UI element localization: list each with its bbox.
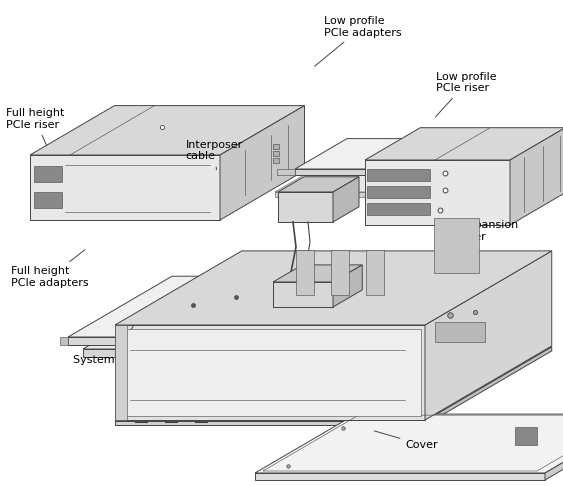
Polygon shape	[295, 139, 482, 169]
Polygon shape	[367, 186, 430, 198]
Polygon shape	[278, 192, 333, 222]
Polygon shape	[115, 421, 425, 425]
Polygon shape	[425, 251, 552, 420]
Polygon shape	[255, 414, 563, 473]
Polygon shape	[366, 250, 384, 295]
Polygon shape	[367, 169, 430, 181]
Polygon shape	[30, 155, 220, 220]
Polygon shape	[34, 166, 62, 182]
Polygon shape	[365, 160, 510, 225]
Polygon shape	[510, 128, 563, 225]
Polygon shape	[500, 281, 533, 350]
Polygon shape	[83, 349, 313, 357]
Polygon shape	[425, 347, 552, 425]
Text: I/O expansion
adapter: I/O expansion adapter	[442, 220, 518, 257]
Polygon shape	[278, 177, 359, 192]
Polygon shape	[295, 169, 430, 175]
Polygon shape	[313, 276, 417, 345]
Polygon shape	[83, 288, 417, 349]
Polygon shape	[68, 276, 417, 337]
Polygon shape	[275, 165, 445, 192]
Polygon shape	[430, 300, 500, 350]
Polygon shape	[434, 218, 479, 273]
Text: Interposer
cable: Interposer cable	[186, 140, 243, 170]
Polygon shape	[123, 329, 421, 416]
Polygon shape	[367, 203, 430, 215]
Polygon shape	[313, 288, 417, 357]
Polygon shape	[277, 169, 295, 175]
Polygon shape	[296, 250, 314, 295]
Polygon shape	[68, 337, 313, 345]
Text: Low profile
PCIe adapters: Low profile PCIe adapters	[315, 16, 401, 66]
Polygon shape	[273, 265, 362, 282]
Text: System board: System board	[73, 326, 150, 364]
Polygon shape	[435, 322, 485, 342]
Text: Full height
PCIe adapters: Full height PCIe adapters	[11, 250, 89, 288]
Polygon shape	[115, 325, 127, 420]
Polygon shape	[34, 192, 62, 208]
Polygon shape	[60, 337, 68, 345]
Polygon shape	[400, 165, 445, 197]
Polygon shape	[273, 282, 333, 307]
Polygon shape	[333, 265, 362, 307]
Polygon shape	[365, 128, 563, 160]
Polygon shape	[430, 139, 482, 175]
Text: Cover: Cover	[374, 431, 438, 450]
Polygon shape	[330, 250, 348, 295]
Polygon shape	[255, 473, 545, 480]
Polygon shape	[430, 281, 533, 300]
Polygon shape	[115, 251, 552, 325]
Polygon shape	[30, 105, 305, 155]
Polygon shape	[545, 414, 563, 480]
Polygon shape	[333, 177, 359, 222]
Polygon shape	[115, 325, 425, 420]
Bar	[273, 151, 279, 156]
Polygon shape	[275, 192, 400, 197]
Polygon shape	[220, 105, 305, 220]
Text: Low profile
PCIe riser: Low profile PCIe riser	[435, 72, 497, 117]
Bar	[516, 427, 538, 445]
Bar	[273, 144, 279, 149]
Bar	[273, 158, 279, 163]
Polygon shape	[115, 347, 552, 421]
Text: Full height
PCIe riser: Full height PCIe riser	[6, 108, 64, 146]
